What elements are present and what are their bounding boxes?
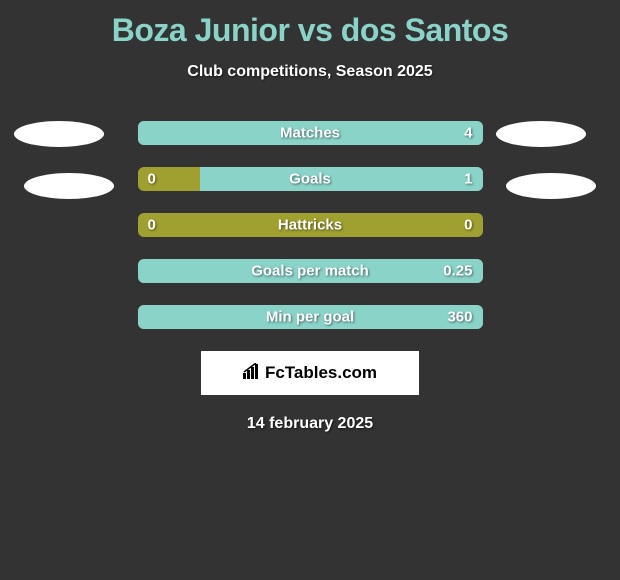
date-line: 14 february 2025	[0, 415, 620, 433]
stat-value-right: 0	[464, 217, 472, 234]
stat-row-matches: Matches 4	[138, 121, 483, 145]
stat-label: Goals per match	[251, 263, 369, 280]
stats-container: Matches 4 0 Goals 1 0 Hattricks 0 Goals …	[0, 121, 620, 329]
stat-row-min-per-goal: Min per goal 360	[138, 305, 483, 329]
stat-value-right: 0.25	[443, 263, 472, 280]
stat-value-right: 4	[464, 125, 472, 142]
stat-label: Min per goal	[266, 309, 354, 326]
ellipse-mid-right	[506, 173, 596, 199]
stat-value-right: 1	[464, 171, 472, 188]
logo-box[interactable]: FcTables.com	[201, 351, 419, 395]
ellipse-mid-left	[24, 173, 114, 199]
page-title: Boza Junior vs dos Santos	[0, 0, 620, 49]
stat-row-goals-per-match: Goals per match 0.25	[138, 259, 483, 283]
stat-label: Goals	[289, 171, 331, 188]
ellipse-top-left	[14, 121, 104, 147]
stat-value-left: 0	[148, 171, 156, 188]
logo-text: FcTables.com	[265, 363, 377, 383]
chart-icon	[243, 363, 261, 384]
stat-row-goals: 0 Goals 1	[138, 167, 483, 191]
ellipse-top-right	[496, 121, 586, 147]
stat-row-hattricks: 0 Hattricks 0	[138, 213, 483, 237]
stat-fill-right	[200, 167, 483, 191]
stat-label: Hattricks	[278, 217, 342, 234]
stat-value-right: 360	[447, 309, 472, 326]
subtitle: Club competitions, Season 2025	[0, 63, 620, 81]
stat-label: Matches	[280, 125, 340, 142]
stat-value-left: 0	[148, 217, 156, 234]
